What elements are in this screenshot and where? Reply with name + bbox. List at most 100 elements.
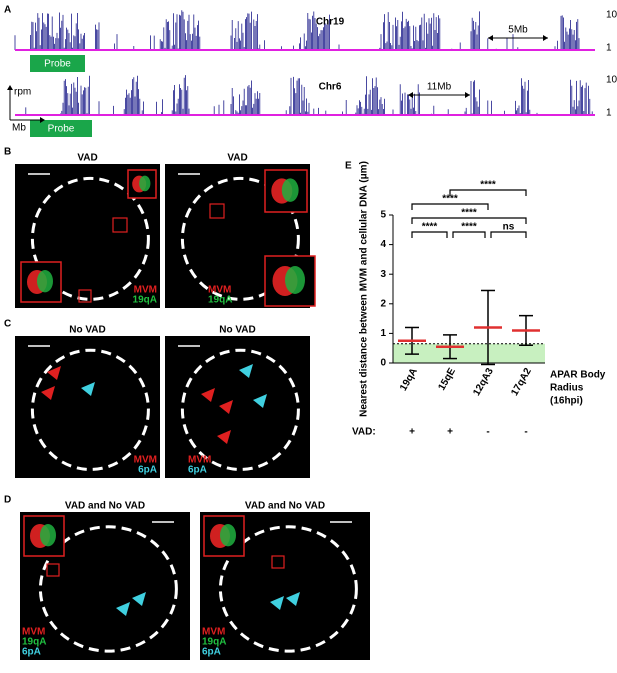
scale-bottom: 1 [606, 43, 612, 54]
signal [37, 270, 53, 293]
row-value: + [447, 427, 453, 438]
roi-box [271, 555, 285, 569]
significance-bracket [452, 231, 486, 238]
significance-bracket [411, 217, 527, 224]
roi-box [209, 203, 225, 219]
signal [139, 175, 151, 192]
arrowhead [41, 386, 55, 400]
panel-letter: E [345, 161, 352, 172]
arrowhead [81, 382, 95, 396]
coverage-track [14, 10, 580, 50]
y-tick-label: 4 [380, 239, 386, 250]
significance-bracket [449, 189, 527, 196]
arrowhead [132, 592, 146, 606]
threshold-label: APAR Body [550, 370, 606, 381]
y-axis-label: Nearest distance between MVM and cellula… [359, 161, 370, 417]
arrowhead [253, 394, 267, 408]
panel-letter: A [4, 5, 11, 16]
scale-label: 5Mb [508, 25, 528, 36]
roi-box [112, 217, 128, 233]
scale-top: 10 [606, 75, 617, 86]
image-title: VAD [77, 153, 97, 164]
x-tick-label: 17qA2 [509, 366, 534, 398]
arrowhead [239, 364, 253, 378]
channel-label: MVM [188, 455, 211, 466]
panel-letter: C [4, 319, 11, 330]
arrowhead [47, 366, 61, 380]
scale-label: 11Mb [427, 82, 452, 93]
threshold-label: Radius [550, 383, 584, 394]
x-tick-label: 12qA3 [471, 366, 496, 398]
channel-label: 19qA [202, 637, 226, 648]
threshold-label: (16hpi) [550, 396, 583, 407]
significance-bracket [490, 231, 527, 238]
scale-bottom: 1 [606, 108, 612, 119]
coverage-track [25, 75, 593, 115]
channel-label: MVM [134, 285, 157, 296]
image-title: VAD and No VAD [245, 501, 325, 512]
nucleus-outline [30, 348, 150, 471]
chromosome-name: Chr6 [319, 82, 342, 93]
row-value: - [524, 427, 527, 438]
signal [281, 178, 299, 202]
image-title: No VAD [69, 325, 105, 336]
y-tick-label: 2 [380, 298, 386, 309]
channel-label: 19qA [208, 295, 232, 306]
arrowhead [286, 592, 300, 606]
axes-arrows [9, 88, 42, 121]
arrowhead [270, 596, 284, 610]
scale-top: 10 [606, 10, 617, 21]
y-tick-label: 1 [380, 328, 386, 339]
axis-label: rpm [14, 87, 31, 98]
row-label: VAD: [352, 427, 376, 438]
arrowhead [201, 388, 215, 402]
nucleus-outline [30, 176, 150, 301]
axis-label: Mb [12, 123, 26, 134]
nucleus-outline [38, 525, 178, 653]
probe-box [30, 55, 85, 72]
micrograph [165, 336, 310, 478]
chromosome-name: Chr19 [316, 17, 345, 28]
channel-label: 19qA [133, 295, 157, 306]
probe-label: Probe [48, 124, 75, 135]
signal [285, 266, 305, 294]
channel-label: MVM [208, 285, 231, 296]
signal [40, 524, 56, 547]
signal [220, 524, 236, 547]
channel-label: 6pA [188, 465, 207, 476]
probe-box [30, 120, 92, 137]
image-title: VAD [227, 153, 247, 164]
arrow-head [7, 85, 45, 123]
significance-label: **** [442, 194, 458, 205]
channel-label: MVM [22, 627, 45, 638]
x-tick-label: 19qA [398, 366, 420, 393]
threshold-band [393, 343, 545, 363]
channel-label: MVM [202, 627, 225, 638]
roi-box [46, 563, 60, 577]
image-title: VAD and No VAD [65, 501, 145, 512]
channel-label: MVM [134, 455, 157, 466]
significance-bracket [411, 231, 448, 238]
nucleus-outline [218, 525, 358, 653]
row-value: + [409, 427, 415, 438]
channel-label: 6pA [202, 647, 221, 658]
panel-letter: D [4, 495, 11, 506]
roi-box [78, 289, 92, 303]
y-tick-label: 3 [380, 269, 386, 280]
channel-label: 6pA [22, 647, 41, 658]
arrowhead [217, 430, 231, 444]
probe-label: Probe [44, 59, 71, 70]
significance-label: **** [480, 180, 496, 191]
image-title: No VAD [219, 325, 255, 336]
channel-label: 6pA [138, 465, 157, 476]
significance-bracket [411, 203, 489, 210]
channel-label: 19qA [22, 637, 46, 648]
micrograph [15, 336, 160, 478]
nucleus-outline [180, 176, 300, 301]
significance-label: ns [503, 222, 515, 233]
x-tick-label: 15qE [436, 366, 458, 392]
row-value: - [486, 427, 489, 438]
significance-label: **** [461, 222, 477, 233]
significance-label: **** [461, 208, 477, 219]
